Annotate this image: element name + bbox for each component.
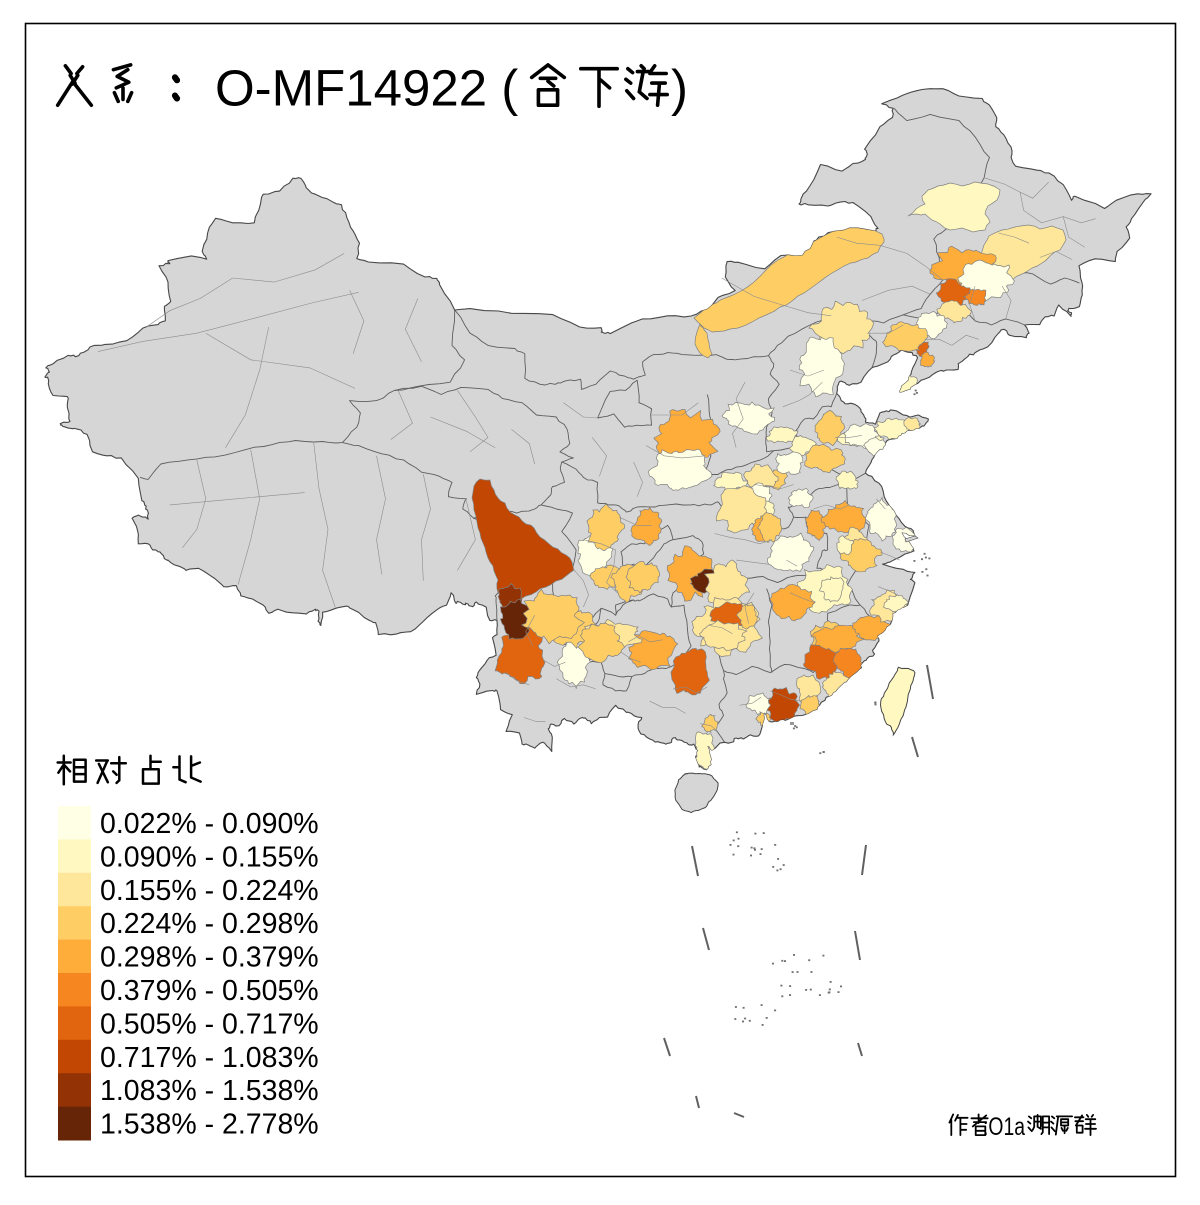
svg-text:O-MF14922 (: O-MF14922 ( [215, 60, 518, 117]
svg-text:0.505% - 0.717%: 0.505% - 0.717% [100, 1008, 319, 1040]
svg-text:0.155% - 0.224%: 0.155% - 0.224% [100, 875, 319, 907]
svg-text:0.090% - 0.155%: 0.090% - 0.155% [100, 841, 319, 873]
svg-text:1.538% - 2.778%: 1.538% - 2.778% [100, 1109, 319, 1141]
svg-text:0.022% - 0.090%: 0.022% - 0.090% [100, 808, 319, 840]
svg-text:0.379% - 0.505%: 0.379% - 0.505% [100, 975, 319, 1007]
svg-text:1.083% - 1.538%: 1.083% - 1.538% [100, 1075, 319, 1107]
svg-text:0.298% - 0.379%: 0.298% - 0.379% [100, 942, 319, 974]
svg-text:0.224% - 0.298%: 0.224% - 0.298% [100, 908, 319, 940]
svg-text:0.717% - 1.083%: 0.717% - 1.083% [100, 1042, 319, 1074]
svg-text::O1a: :O1a [983, 1113, 1025, 1141]
svg-text:): ) [671, 60, 688, 117]
